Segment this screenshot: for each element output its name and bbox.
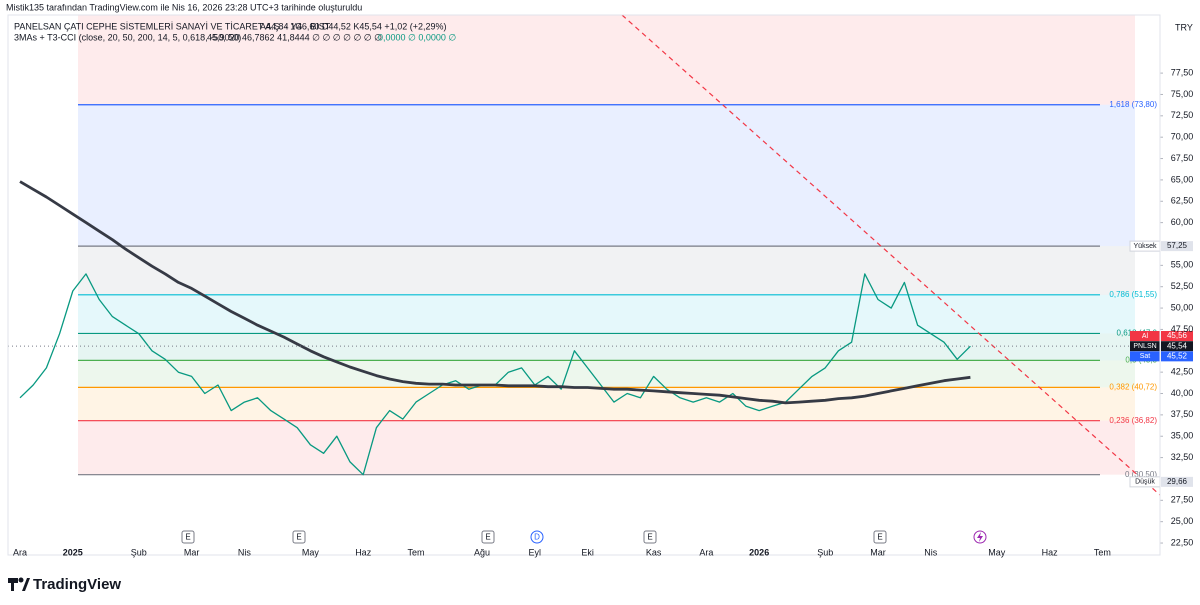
y-tick-label: 65,00 (1171, 174, 1194, 184)
event-label: D (534, 533, 540, 542)
y-tick-label: 40,00 (1171, 388, 1194, 398)
x-tick-label: May (988, 547, 1006, 557)
y-tick-label: 25,00 (1171, 516, 1194, 526)
event-badge (873, 530, 887, 544)
price-tag-name: Sat (1140, 353, 1151, 360)
fib-band (78, 294, 1135, 334)
indicator-values-2: 0,0000 ∅ 0,0000 ∅ (378, 32, 456, 42)
event-badge (481, 530, 495, 544)
price-tag-name: Al (1142, 333, 1149, 340)
fib-band (78, 15, 1135, 105)
price-tag-label: 45,56 (1167, 331, 1188, 340)
x-tick-label: Nis (924, 547, 937, 557)
x-tick-label: Eyl (529, 547, 542, 557)
extreme-tag-label: 29,66 (1167, 477, 1188, 486)
price-tag-name-box (1130, 351, 1160, 362)
y-tick-label: 62,50 (1171, 196, 1194, 206)
x-tick-label: Ağu (474, 547, 490, 557)
x-tick-label: May (302, 547, 320, 557)
x-tick-label: Ara (699, 547, 713, 557)
fib-band (78, 104, 1135, 247)
y-tick-label: 50,00 (1171, 302, 1194, 312)
brand-logo (8, 577, 30, 591)
x-tick-label: Eki (581, 547, 594, 557)
y-tick-label: 77,50 (1171, 67, 1194, 77)
y-tick-label: 67,50 (1171, 153, 1194, 163)
extreme-tag (1161, 241, 1193, 252)
plot-frame (7, 14, 1161, 556)
y-tick-label: 70,00 (1171, 132, 1194, 142)
price-tag-name-box (1130, 331, 1160, 342)
event-badge (181, 530, 195, 544)
fib-label: 0,236 (36,82) (1109, 416, 1157, 425)
y-tick-label: 37,50 (1171, 409, 1194, 419)
indicator: 3MAs + T3-CCI (close, 20, 50, 200, 14, 5… (14, 32, 241, 42)
x-tick-label: Mar (870, 547, 886, 557)
y-tick-label: 27,50 (1171, 495, 1194, 505)
x-tick-label: Nis (238, 547, 251, 557)
price-tag-label: 45,54 (1167, 341, 1188, 350)
event-label: E (485, 533, 490, 542)
y-tick-label: 60,00 (1171, 217, 1194, 227)
fib-label: 1,618 (73,80) (1109, 100, 1157, 109)
event-label: E (647, 533, 652, 542)
y-tick-label: 32,50 (1171, 452, 1194, 462)
price-tag-name: PNLSN (1133, 343, 1156, 350)
trend-line (621, 14, 1161, 496)
event-badge (292, 530, 306, 544)
event-label: E (185, 533, 190, 542)
event-icon (977, 532, 983, 542)
y-tick-label: 72,50 (1171, 110, 1194, 120)
x-tick-label: 2026 (749, 547, 769, 557)
extreme-tag-name: Düşük (1135, 479, 1155, 486)
event-label: E (296, 533, 301, 542)
y-tick-label: 55,00 (1171, 260, 1194, 270)
price-tag (1161, 331, 1193, 342)
ohlc: A44,84 Y46,60 D44,52 K45,54 +1,02 (+2,29… (260, 21, 446, 31)
price-tag-name-box (1130, 341, 1160, 352)
y-tick-label: 75,00 (1171, 89, 1194, 99)
extreme-tag-label: 57,25 (1167, 241, 1188, 250)
price-tag (1161, 341, 1193, 352)
x-tick-label: 2025 (63, 547, 83, 557)
ma-line (19, 180, 971, 405)
x-tick-label: Ara (13, 547, 27, 557)
fib-band (78, 360, 1135, 388)
fib-band (78, 420, 1135, 475)
x-tick-label: Tem (407, 547, 424, 557)
x-tick-label: Kas (646, 547, 662, 557)
indicator-values: 45,9020 46,7862 41,8444 ∅ ∅ ∅ ∅ ∅ ∅ ∅ (207, 32, 382, 42)
fib-label: 0 (30,50) (1125, 470, 1157, 479)
extreme-tag (1161, 476, 1193, 487)
currency: TRY (1175, 22, 1193, 32)
price-tag (1161, 351, 1193, 362)
fib-label: 0,786 (51,55) (1109, 290, 1157, 299)
event-label: E (877, 533, 882, 542)
brand: TradingView (33, 576, 121, 593)
fib-label: 0,382 (40,72) (1109, 382, 1157, 391)
x-tick-label: Mar (184, 547, 200, 557)
fib-band (78, 333, 1135, 361)
x-tick-label: Tem (1094, 547, 1111, 557)
y-tick-label: 47,50 (1171, 324, 1194, 334)
y-tick-label: 35,00 (1171, 431, 1194, 441)
event-badge (643, 530, 657, 544)
x-tick-label: Haz (355, 547, 372, 557)
price-tag-label: 45,52 (1167, 351, 1188, 360)
credit: Mistik135 tarafından TradingView.com ile… (6, 2, 362, 12)
x-tick-label: Şub (817, 547, 833, 557)
y-tick-label: 52,50 (1171, 281, 1194, 291)
extreme-tag-name: Yüksek (1134, 243, 1157, 250)
fib-band (78, 246, 1135, 295)
symbol: PANELSAN ÇATI CEPHE SİSTEMLERİ SANAYİ VE… (14, 21, 331, 31)
y-tick-label: 22,50 (1171, 537, 1194, 547)
event-badge (530, 530, 544, 544)
x-tick-label: Haz (1042, 547, 1059, 557)
y-tick-label: 42,50 (1171, 367, 1194, 377)
x-tick-label: Şub (131, 547, 147, 557)
